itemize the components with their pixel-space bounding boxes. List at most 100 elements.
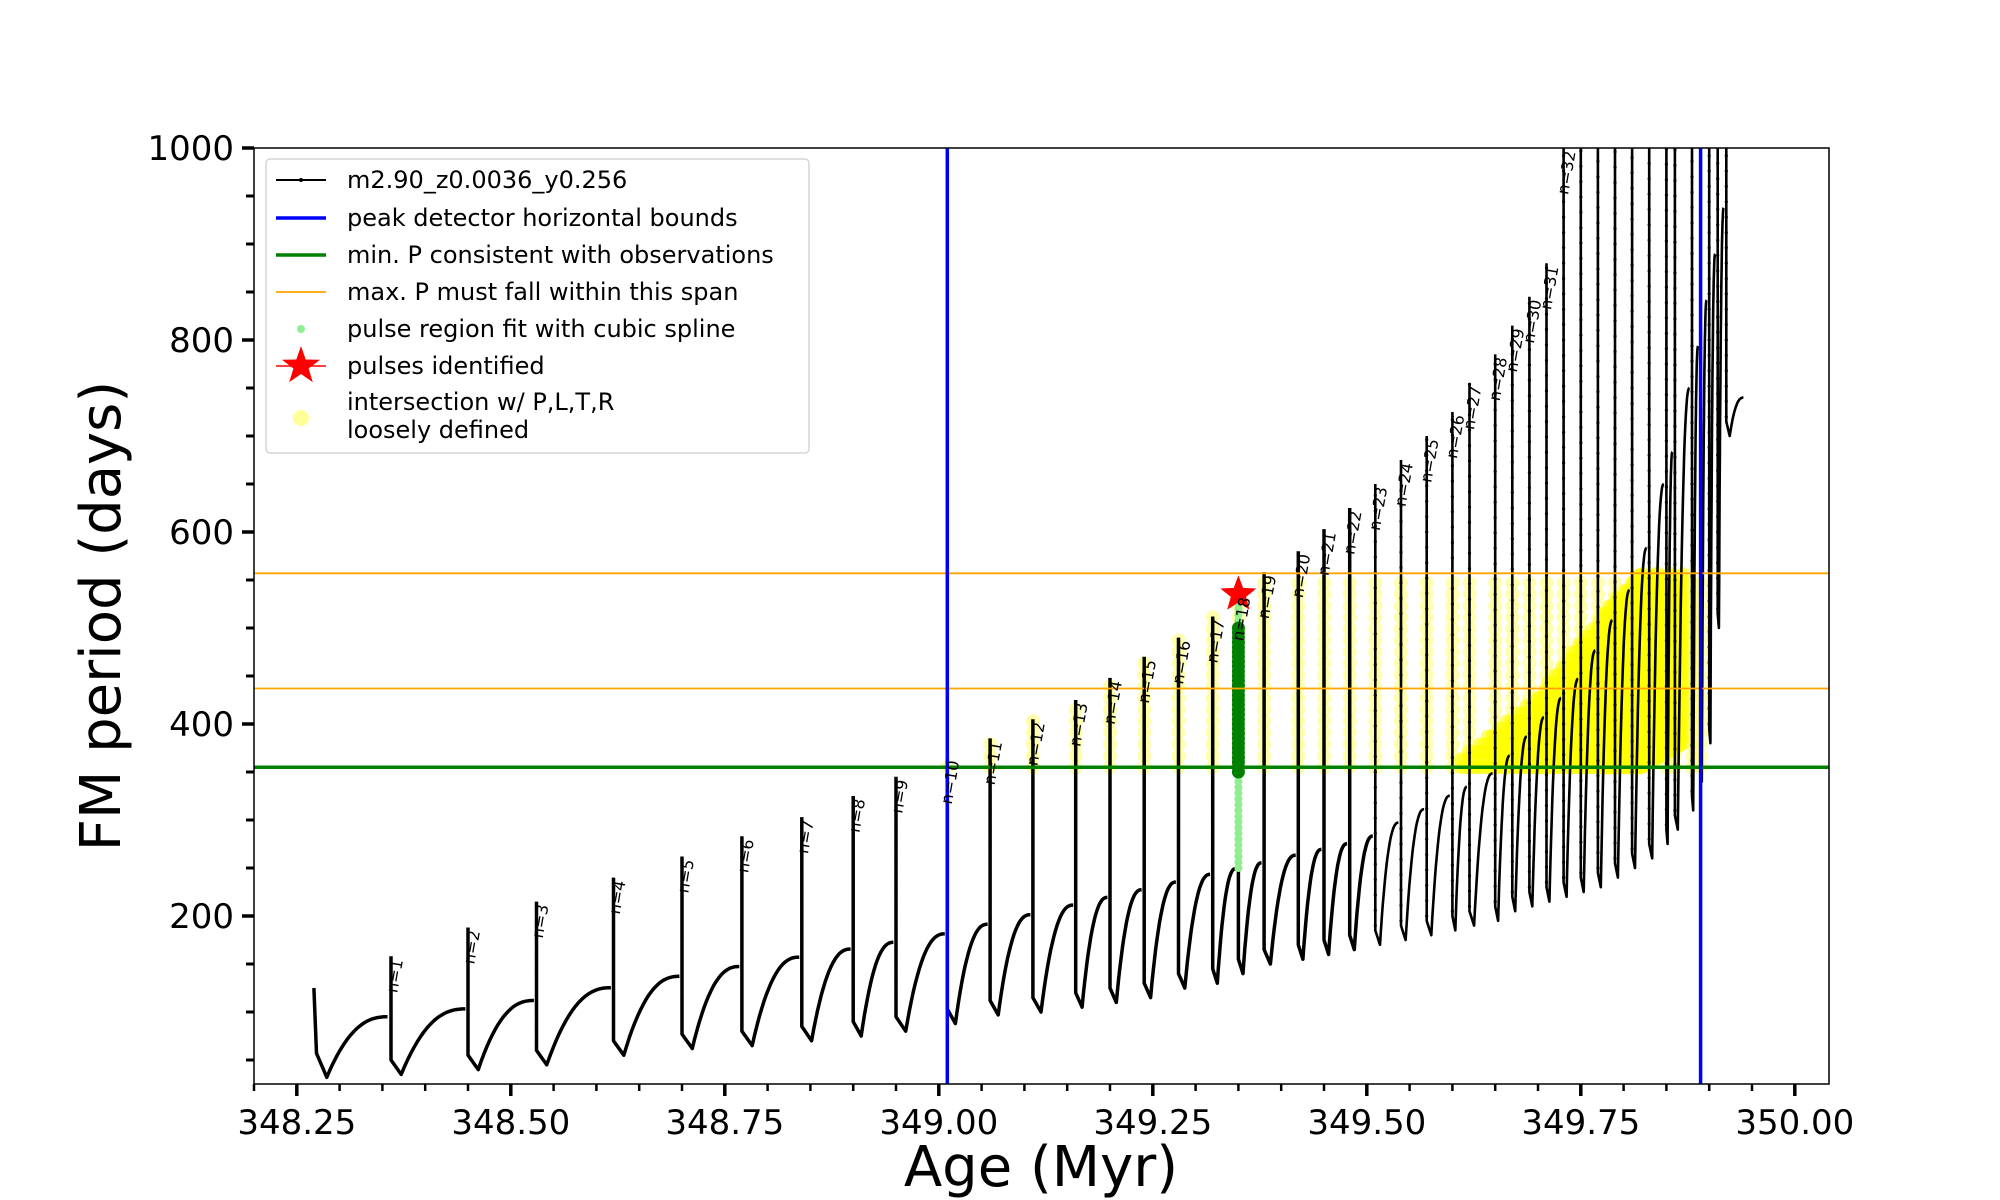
plot-frame — [253, 147, 1830, 1085]
track-point — [1673, 563, 1677, 567]
track-point — [1373, 709, 1377, 713]
track-point — [1544, 527, 1549, 531]
track-point — [1690, 712, 1694, 717]
track-point — [1716, 469, 1720, 473]
track-point — [1690, 205, 1694, 210]
track-point — [1596, 405, 1600, 409]
track-point — [1031, 929, 1035, 934]
track-point — [1613, 165, 1617, 169]
track-point — [1425, 837, 1429, 841]
track-point — [1647, 515, 1651, 519]
track-point — [1527, 747, 1531, 751]
track-point — [1493, 654, 1497, 658]
track-point — [1562, 829, 1566, 834]
track-point — [1348, 713, 1352, 718]
track-point — [1613, 841, 1617, 845]
legend-swatch-star — [282, 346, 320, 383]
track-point — [1664, 270, 1668, 274]
track-point — [1690, 282, 1694, 286]
track-point — [1074, 986, 1078, 990]
track-point — [1527, 639, 1531, 644]
track-point — [1579, 272, 1583, 276]
track-point — [1425, 576, 1429, 580]
track-point — [1467, 628, 1472, 632]
track-point — [1613, 442, 1617, 446]
track-point — [611, 973, 616, 977]
track-point — [1493, 900, 1497, 904]
track-point — [1579, 640, 1583, 645]
track-point — [1467, 459, 1472, 463]
pulse-label: n=21 — [1314, 530, 1340, 577]
pulse-label: n=9 — [887, 778, 912, 815]
track-point — [1510, 429, 1514, 433]
track-point — [1031, 899, 1035, 903]
track-point — [988, 963, 992, 967]
track-point — [1562, 722, 1566, 726]
track-point — [1596, 805, 1600, 809]
track-point — [1425, 776, 1429, 780]
track-point — [1707, 676, 1711, 680]
track-point — [1450, 740, 1454, 744]
track-point — [1716, 407, 1720, 411]
track-point — [1467, 474, 1472, 478]
track-point — [1467, 889, 1472, 893]
track-segment — [1562, 148, 1579, 899]
track-point — [1562, 184, 1566, 188]
track-point — [1510, 890, 1514, 894]
track-point — [1716, 284, 1720, 288]
track-point — [1544, 358, 1549, 362]
track-point — [1690, 497, 1694, 501]
track-point — [1399, 919, 1403, 923]
track-point — [1510, 460, 1514, 464]
track-point — [1425, 668, 1429, 672]
track-segment — [740, 836, 800, 1048]
track-point — [1716, 376, 1720, 380]
track-point — [1527, 701, 1531, 705]
track-point — [1493, 884, 1497, 888]
track-point — [1176, 875, 1181, 879]
track-point — [389, 1022, 393, 1027]
track-point — [1630, 755, 1634, 759]
track-point — [1493, 577, 1497, 581]
track-point — [1425, 515, 1429, 519]
track-point — [1690, 682, 1694, 686]
track-segment — [1468, 383, 1493, 927]
track-point — [1425, 868, 1429, 872]
track-point — [800, 958, 804, 962]
track-point — [1425, 883, 1429, 887]
track-point — [1707, 584, 1711, 588]
track-point — [1673, 255, 1677, 259]
track-point — [1596, 851, 1600, 855]
track-point — [1108, 751, 1112, 755]
track-segment — [945, 757, 988, 1026]
track-point — [988, 794, 992, 798]
track-point — [1562, 599, 1566, 603]
track-point — [1579, 287, 1583, 291]
spline-point — [1234, 610, 1243, 619]
track-point — [1724, 353, 1728, 357]
track-point — [1493, 516, 1497, 520]
track-point — [534, 1013, 539, 1017]
track-point — [988, 825, 992, 829]
track-point — [1613, 472, 1617, 476]
track-point — [1613, 257, 1617, 261]
track-point — [1450, 848, 1454, 852]
track-point — [1399, 796, 1403, 800]
track-point — [1348, 575, 1352, 579]
track-point — [1262, 912, 1266, 916]
track-point — [1596, 528, 1600, 532]
track-point — [1262, 712, 1266, 717]
track-point — [1493, 792, 1497, 796]
track-point — [1716, 330, 1720, 334]
track-point — [1724, 369, 1728, 373]
track-point — [1322, 626, 1326, 630]
track-point — [1527, 870, 1531, 874]
track-point — [1630, 463, 1634, 467]
track-point — [1596, 205, 1600, 210]
track-point — [1647, 192, 1651, 196]
track-point — [1707, 430, 1711, 434]
track-point — [1176, 660, 1181, 664]
track-point — [1108, 920, 1112, 924]
track-point — [1373, 601, 1377, 605]
track-point — [1031, 914, 1035, 918]
